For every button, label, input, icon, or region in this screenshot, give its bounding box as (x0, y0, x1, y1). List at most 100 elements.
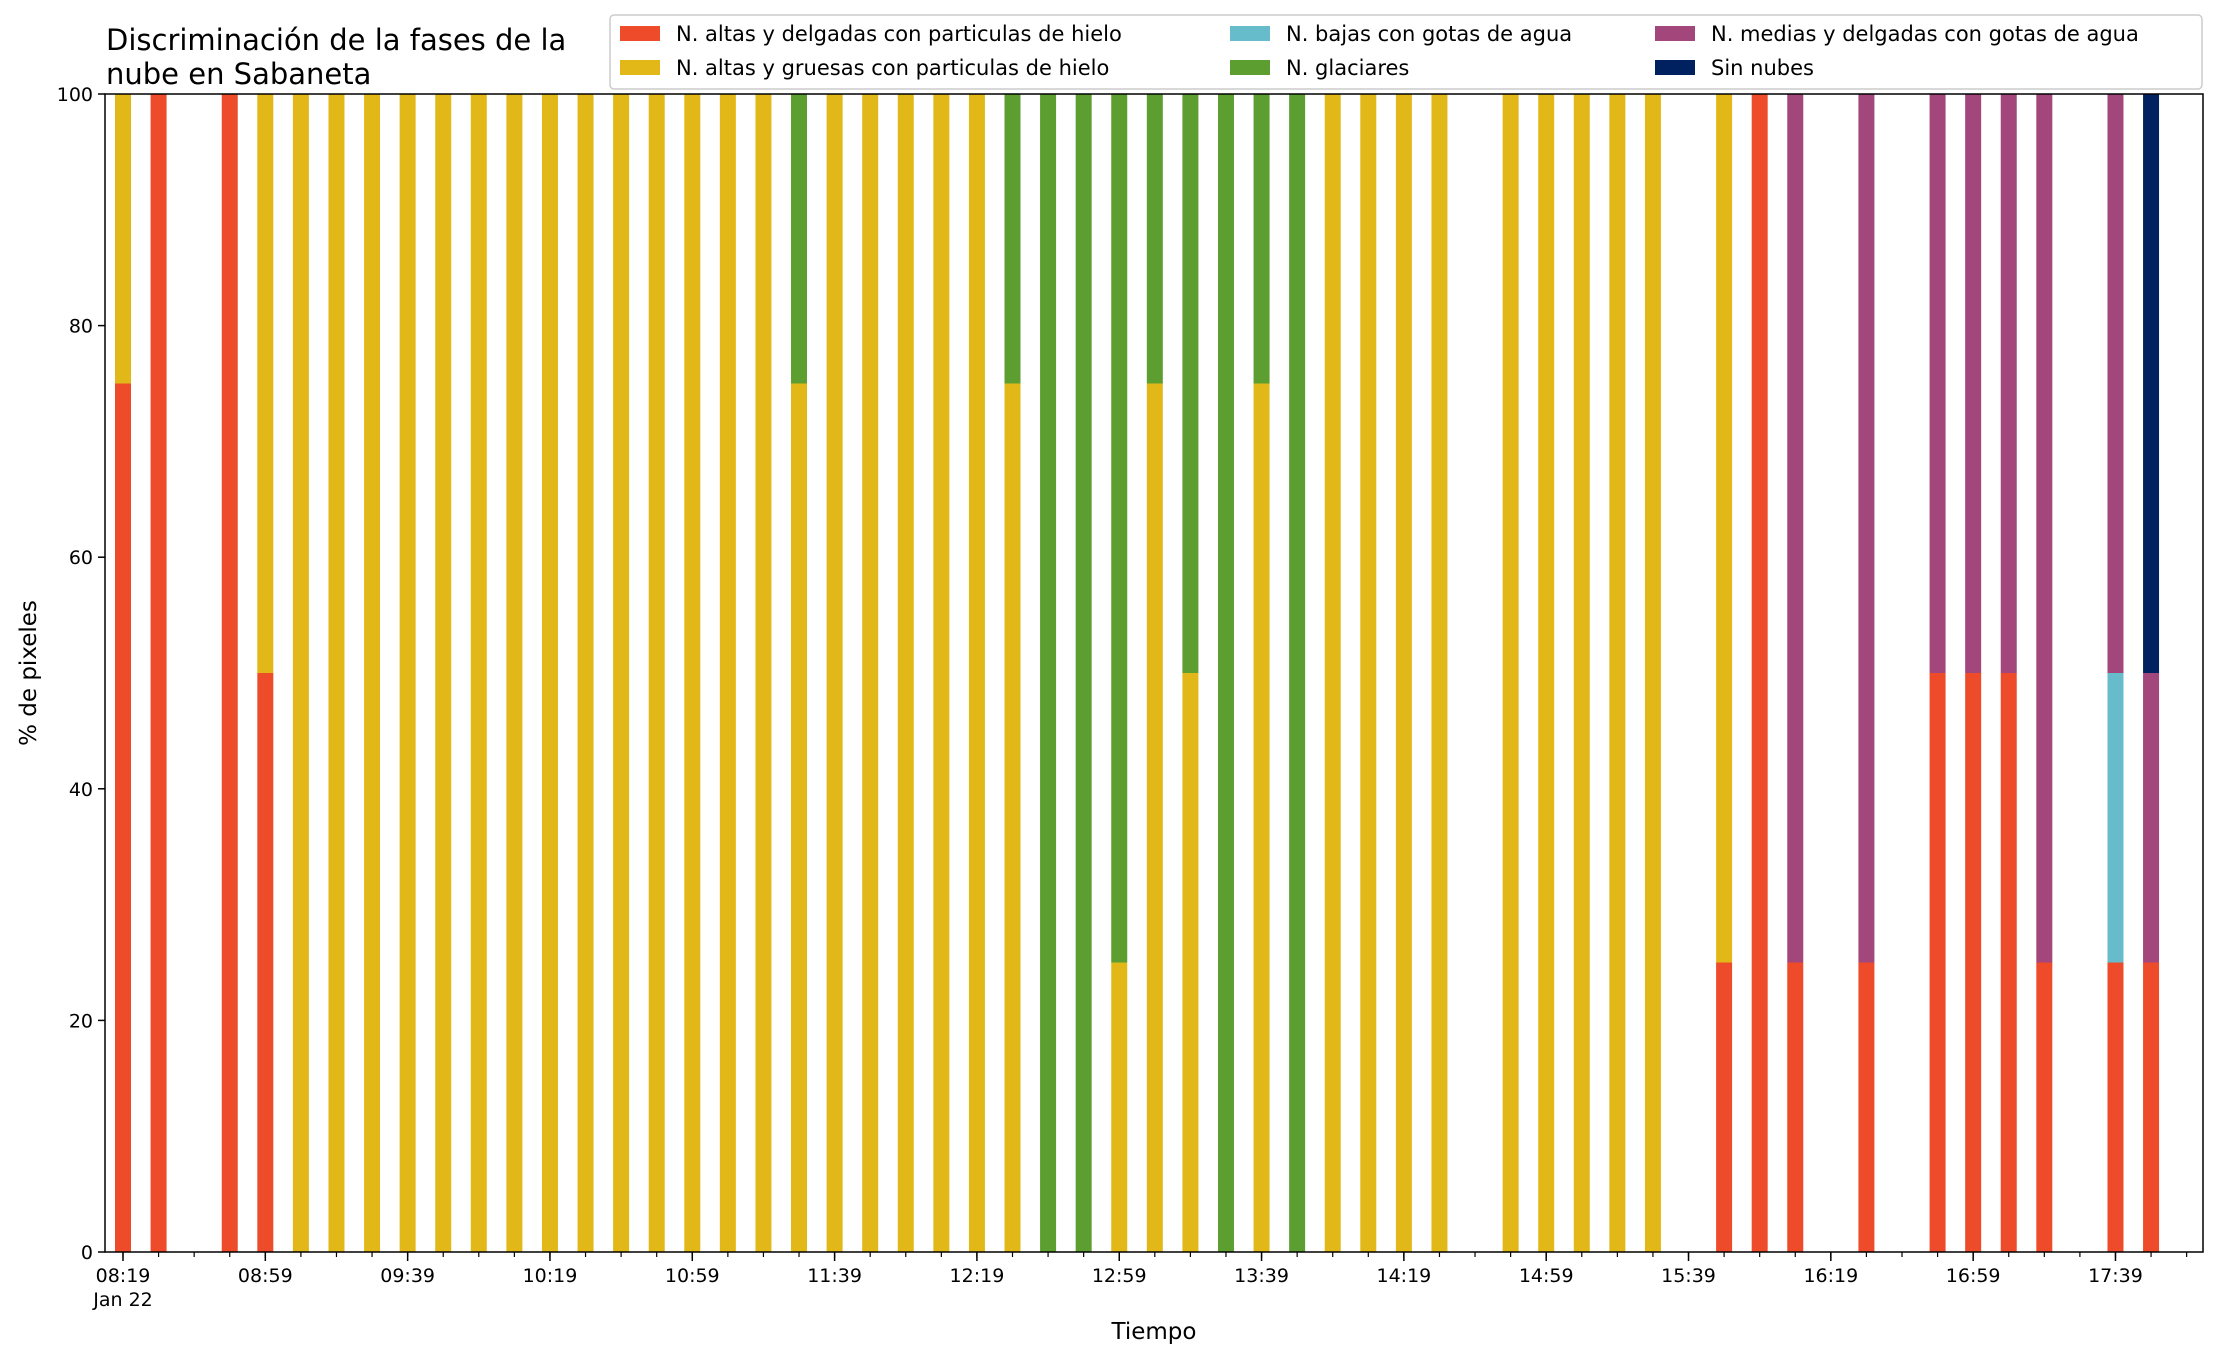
bar-segment-thin_high_ice-45 (1858, 962, 1875, 1252)
bar-segment-glacial-26 (1075, 94, 1092, 1252)
y-tick-label-0: 0 (81, 1242, 93, 1264)
bar-segment-thick_high_ice-5 (328, 94, 345, 1252)
bar-segment-thick_high_ice-20 (862, 94, 879, 1252)
bar-segment-mid_water-49 (2036, 94, 2053, 963)
bar-segment-thin_high_ice-51 (2143, 962, 2160, 1252)
bar-segment-thick_high_ice-22 (933, 94, 950, 1252)
legend-swatch-low_water (1230, 26, 1270, 41)
bar-segment-mid_water-45 (1858, 94, 1875, 963)
bar-segment-thin_high_ice-44 (1787, 962, 1804, 1252)
bar-segment-thin_high_ice-48 (2000, 673, 2017, 1252)
bar-segment-thick_high_ice-31 (1253, 383, 1270, 1252)
legend-swatch-glacial (1230, 60, 1270, 75)
chart-title-line-2: nube en Sabaneta (106, 57, 371, 91)
bar-segment-glacial-29 (1182, 94, 1199, 673)
bar-segment-thick_high_ice-24 (1004, 383, 1021, 1252)
bar-segment-mid_water-46 (1929, 94, 1946, 673)
y-tick-label-3: 60 (69, 547, 93, 569)
bar-segment-thin_high_ice-46 (1929, 673, 1946, 1252)
x-tick-label-4: 10:59 (665, 1265, 720, 1287)
bar-segment-thick_high_ice-40 (1609, 94, 1626, 1252)
bar-segment-low_water-50 (2107, 673, 2124, 963)
bar-segment-clear-51 (2143, 94, 2160, 673)
bar-segment-thin_high_ice-0 (115, 383, 131, 1252)
bar-segment-mid_water-47 (1965, 94, 1982, 673)
legend-swatch-thin_high_ice (620, 26, 660, 41)
bar-segment-thin_high_ice-42 (1716, 962, 1733, 1252)
bar-segment-thick_high_ice-17 (755, 94, 772, 1252)
bar-segment-thick_high_ice-37 (1502, 94, 1519, 1252)
bar-segment-thick_high_ice-39 (1573, 94, 1590, 1252)
bar-segment-thin_high_ice-43 (1751, 94, 1768, 1252)
legend-label-thin_high_ice: N. altas y delgadas con particulas de hi… (676, 22, 1122, 46)
bar-segment-thick_high_ice-4 (292, 94, 309, 1252)
legend-swatch-thick_high_ice (620, 60, 660, 75)
x-tick-label-14: 17:39 (2088, 1265, 2143, 1287)
bar-segment-thick_high_ice-42 (1716, 94, 1733, 963)
y-tick-label-1: 20 (69, 1010, 93, 1032)
bar-segment-glacial-30 (1217, 94, 1234, 1252)
bar-segment-thick_high_ice-27 (1111, 962, 1128, 1252)
bar-segment-thick_high_ice-9 (470, 94, 487, 1252)
bar-segment-glacial-31 (1253, 94, 1270, 384)
x-tick-label-6: 12:19 (950, 1265, 1005, 1287)
x-tick-label-10: 14:59 (1519, 1265, 1574, 1287)
bar-segment-thick_high_ice-14 (648, 94, 665, 1252)
bar-segment-thick_high_ice-11 (541, 94, 558, 1252)
legend-label-low_water: N. bajas con gotas de agua (1286, 22, 1572, 46)
bar-segment-thick_high_ice-12 (577, 94, 594, 1252)
x-tick-label-13: 16:59 (1946, 1265, 2001, 1287)
bars-group (115, 94, 2160, 1252)
bar-segment-thick_high_ice-19 (826, 94, 843, 1252)
bar-segment-thick_high_ice-10 (506, 94, 523, 1252)
legend-label-glacial: N. glaciares (1286, 56, 1409, 80)
x-tick-label-9: 14:19 (1376, 1265, 1431, 1287)
plot-frame (104, 93, 2204, 1253)
bar-segment-thick_high_ice-8 (435, 94, 452, 1252)
y-tick-label-4: 80 (69, 316, 93, 338)
bar-segment-thick_high_ice-33 (1324, 94, 1341, 1252)
bar-segment-thick_high_ice-21 (897, 94, 914, 1252)
bar-segment-glacial-27 (1111, 94, 1128, 963)
y-axis: 0 20 40 60 80 100 (57, 84, 105, 1264)
bar-segment-glacial-32 (1289, 94, 1306, 1252)
chart-title-line-1: Discriminación de la fases de la (106, 23, 566, 57)
bar-segment-thick_high_ice-13 (613, 94, 630, 1252)
bar-segment-thick_high_ice-36 (1431, 94, 1448, 1252)
y-tick-label-2: 40 (69, 779, 93, 801)
bar-segment-glacial-24 (1004, 94, 1021, 384)
legend-label-clear: Sin nubes (1711, 56, 1814, 80)
bar-segment-glacial-25 (1040, 94, 1057, 1252)
legend-swatch-clear (1655, 60, 1695, 75)
bar-segment-thick_high_ice-23 (968, 94, 985, 1252)
bar-segment-thick_high_ice-18 (791, 383, 808, 1252)
bar-segment-thick_high_ice-28 (1146, 383, 1163, 1252)
x-tick-label-2: 09:39 (380, 1265, 435, 1287)
bar-segment-thin_high_ice-2 (221, 94, 238, 1252)
x-tick-label-7: 12:59 (1092, 1265, 1147, 1287)
legend-label-thick_high_ice: N. altas y gruesas con particulas de hie… (676, 56, 1109, 80)
bar-segment-thick_high_ice-41 (1644, 94, 1661, 1252)
bar-segment-thick_high_ice-16 (719, 94, 736, 1252)
bar-segment-thick_high_ice-15 (684, 94, 701, 1252)
x-tick-label-12: 16:19 (1803, 1265, 1858, 1287)
x-tick-label-0: 08:19 (96, 1265, 151, 1287)
bar-segment-mid_water-51 (2143, 673, 2160, 963)
bar-segment-mid_water-50 (2107, 94, 2124, 673)
legend-label-mid_water: N. medias y delgadas con gotas de agua (1711, 22, 2139, 46)
bar-segment-thin_high_ice-50 (2107, 962, 2124, 1252)
bar-segment-thin_high_ice-49 (2036, 962, 2053, 1252)
bar-segment-thin_high_ice-1 (150, 94, 167, 1252)
x-tick-label-8: 13:39 (1234, 1265, 1289, 1287)
bar-segment-thick_high_ice-29 (1182, 673, 1199, 1252)
bar-segment-thick_high_ice-35 (1395, 94, 1412, 1252)
bar-segment-thick_high_ice-3 (257, 94, 274, 673)
x-tick-label-11: 15:39 (1661, 1265, 1716, 1287)
bar-segment-glacial-18 (791, 94, 808, 384)
bar-segment-thick_high_ice-7 (399, 94, 416, 1252)
y-axis-label: % de pixeles (16, 600, 42, 746)
bar-segment-glacial-28 (1146, 94, 1163, 384)
bar-segment-thin_high_ice-3 (257, 673, 274, 1252)
